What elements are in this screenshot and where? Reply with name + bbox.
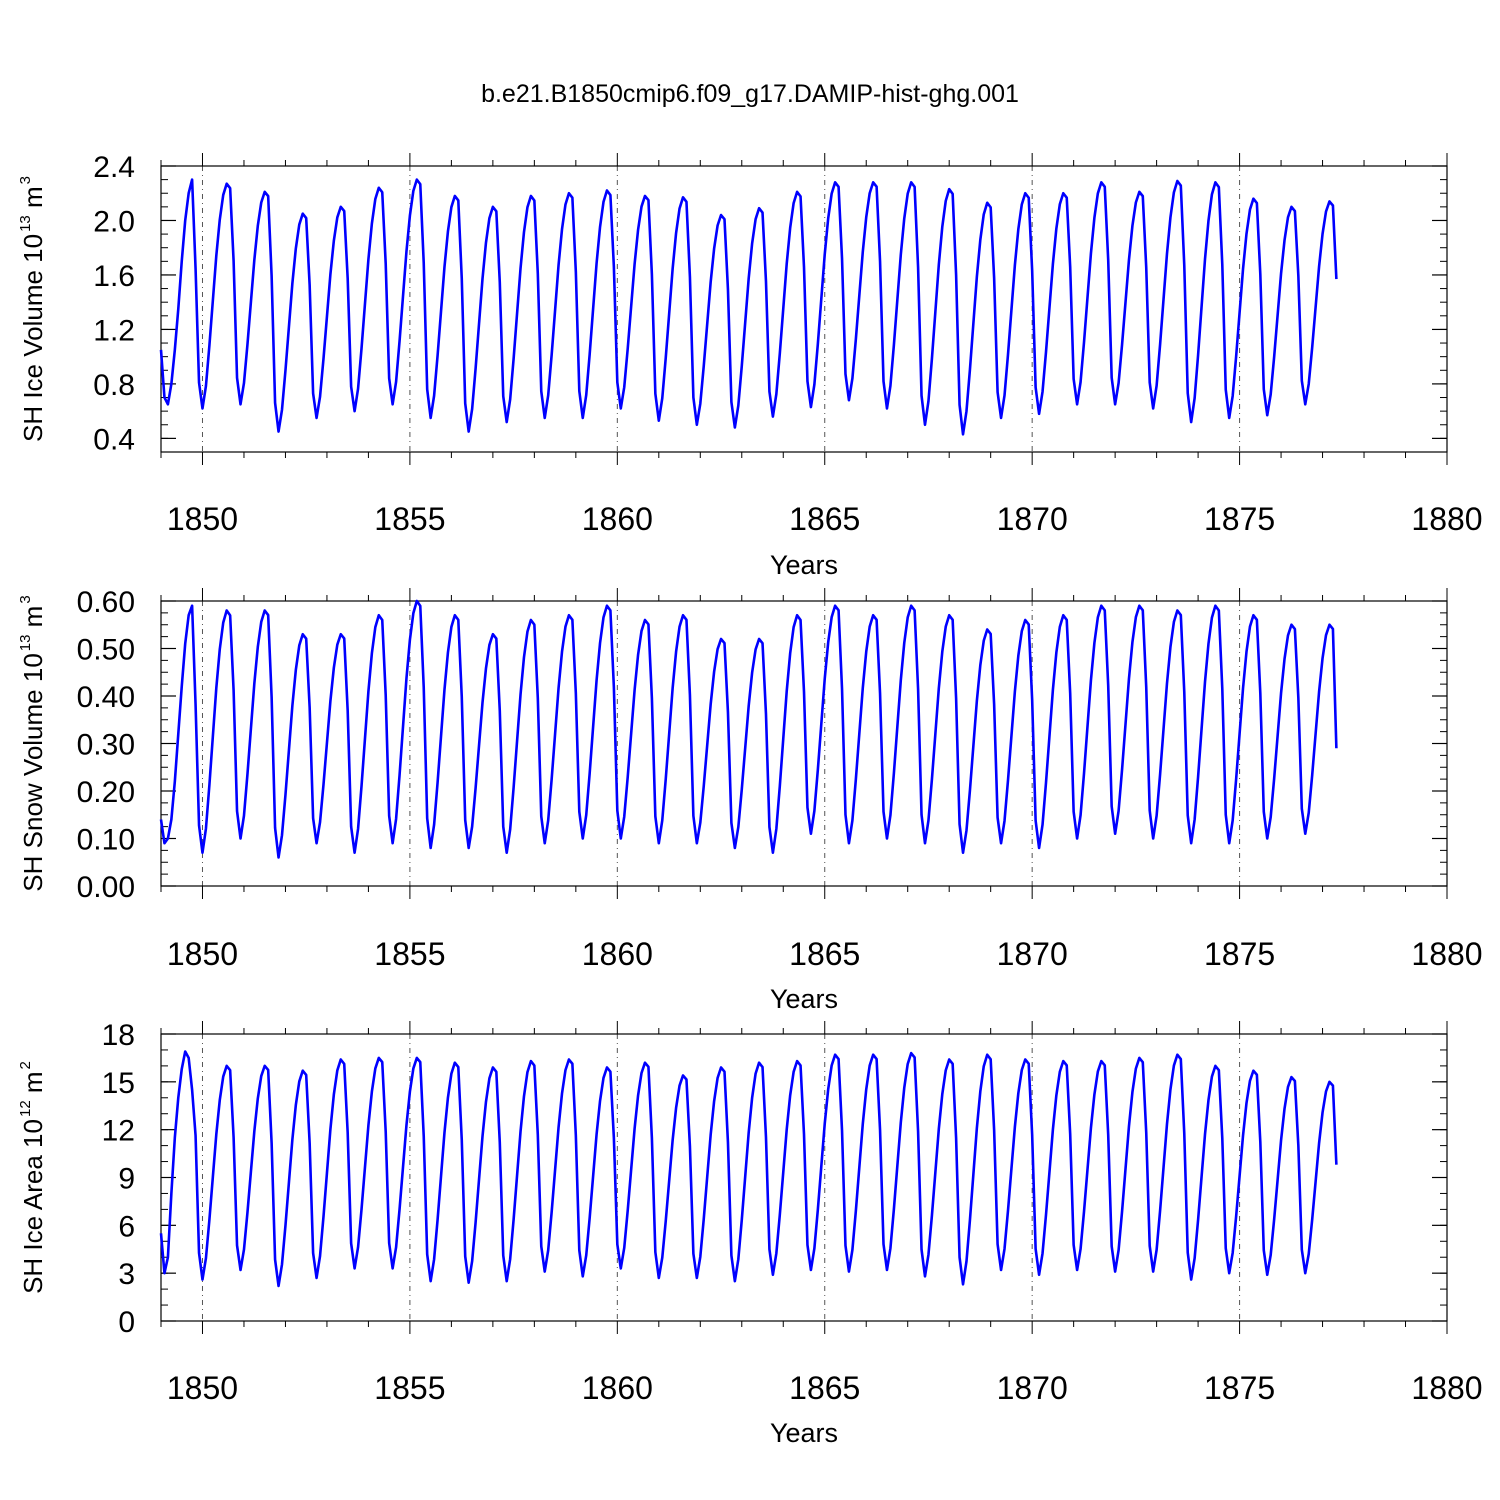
y-axis-label: SH Ice Volume 1013 m3 bbox=[17, 176, 48, 442]
x-tick-label: 1860 bbox=[582, 936, 653, 972]
x-tick-label: 1850 bbox=[167, 501, 238, 537]
chart-panel-3: 1850 1855 1860 1865 1870 1875 1880 Years 0 3 6 9 12 1… bbox=[17, 1019, 1483, 1448]
y-tick-label: 0.8 bbox=[93, 369, 135, 402]
x-tick-label: 1870 bbox=[997, 936, 1068, 972]
series-line bbox=[159, 178, 1338, 436]
y-tick-label: 0.00 bbox=[77, 871, 135, 904]
x-tick-label: 1850 bbox=[167, 1370, 238, 1406]
x-tick-label: 1880 bbox=[1411, 936, 1482, 972]
y-tick-label: 0 bbox=[118, 1306, 135, 1339]
y-tick-label: 0.60 bbox=[77, 586, 135, 619]
y-tick-label: 1.6 bbox=[93, 260, 135, 293]
x-axis-label: Years bbox=[770, 984, 838, 1014]
x-tick-label: 1850 bbox=[167, 936, 238, 972]
x-tick-label: 1875 bbox=[1204, 936, 1275, 972]
x-tick-label: 1860 bbox=[582, 1370, 653, 1406]
x-tick-label: 1880 bbox=[1411, 501, 1482, 537]
x-axis-label: Years bbox=[770, 550, 838, 580]
x-tick-label: 1855 bbox=[374, 501, 445, 537]
x-tick-label: 1860 bbox=[582, 501, 653, 537]
y-tick-label: 0.40 bbox=[77, 681, 135, 714]
y-tick-label: 0.30 bbox=[77, 729, 135, 762]
x-tick-label: 1870 bbox=[997, 1370, 1068, 1406]
series-line bbox=[159, 1050, 1338, 1288]
y-tick-label: 9 bbox=[118, 1163, 135, 1196]
figure-title: b.e21.B1850cmip6.f09_g17.DAMIP-hist-ghg.… bbox=[481, 80, 1019, 108]
series-line bbox=[159, 599, 1338, 859]
y-tick-label: 0.10 bbox=[77, 824, 135, 857]
y-tick-label: 12 bbox=[102, 1115, 135, 1148]
x-tick-label: 1865 bbox=[789, 1370, 860, 1406]
x-tick-label: 1875 bbox=[1204, 501, 1275, 537]
y-tick-label: 6 bbox=[118, 1210, 135, 1243]
y-axis-label: SH Ice Area 1012 m2 bbox=[17, 1061, 48, 1294]
y-tick-label: 2.0 bbox=[93, 205, 135, 238]
plot-frame bbox=[160, 165, 1448, 453]
x-tick-label: 1875 bbox=[1204, 1370, 1275, 1406]
x-tick-label: 1855 bbox=[374, 936, 445, 972]
plot-frame bbox=[160, 1033, 1448, 1322]
y-tick-label: 3 bbox=[118, 1258, 135, 1291]
x-axis-label: Years bbox=[770, 1418, 838, 1448]
y-tick-label: 0.4 bbox=[93, 423, 135, 456]
chart-panel-1: 1850 1855 1860 1865 1870 1875 1880 Years 0.4 0.8 1… bbox=[17, 151, 1483, 580]
x-tick-label: 1870 bbox=[997, 501, 1068, 537]
x-tick-label: 1855 bbox=[374, 1370, 445, 1406]
y-tick-label: 0.50 bbox=[77, 634, 135, 667]
x-tick-label: 1865 bbox=[789, 501, 860, 537]
y-tick-label: 15 bbox=[102, 1067, 135, 1100]
y-tick-label: 2.4 bbox=[93, 151, 135, 184]
y-tick-label: 0.20 bbox=[77, 776, 135, 809]
y-axis-label: SH Snow Volume 1013 m3 bbox=[17, 595, 48, 891]
x-tick-label: 1865 bbox=[789, 936, 860, 972]
y-tick-label: 1.2 bbox=[93, 314, 135, 347]
chart-panel-2: 1850 1855 1860 1865 1870 1875 1880 Years 0.00 0.1… bbox=[17, 586, 1483, 1014]
y-tick-label: 18 bbox=[102, 1019, 135, 1052]
x-tick-label: 1880 bbox=[1411, 1370, 1482, 1406]
